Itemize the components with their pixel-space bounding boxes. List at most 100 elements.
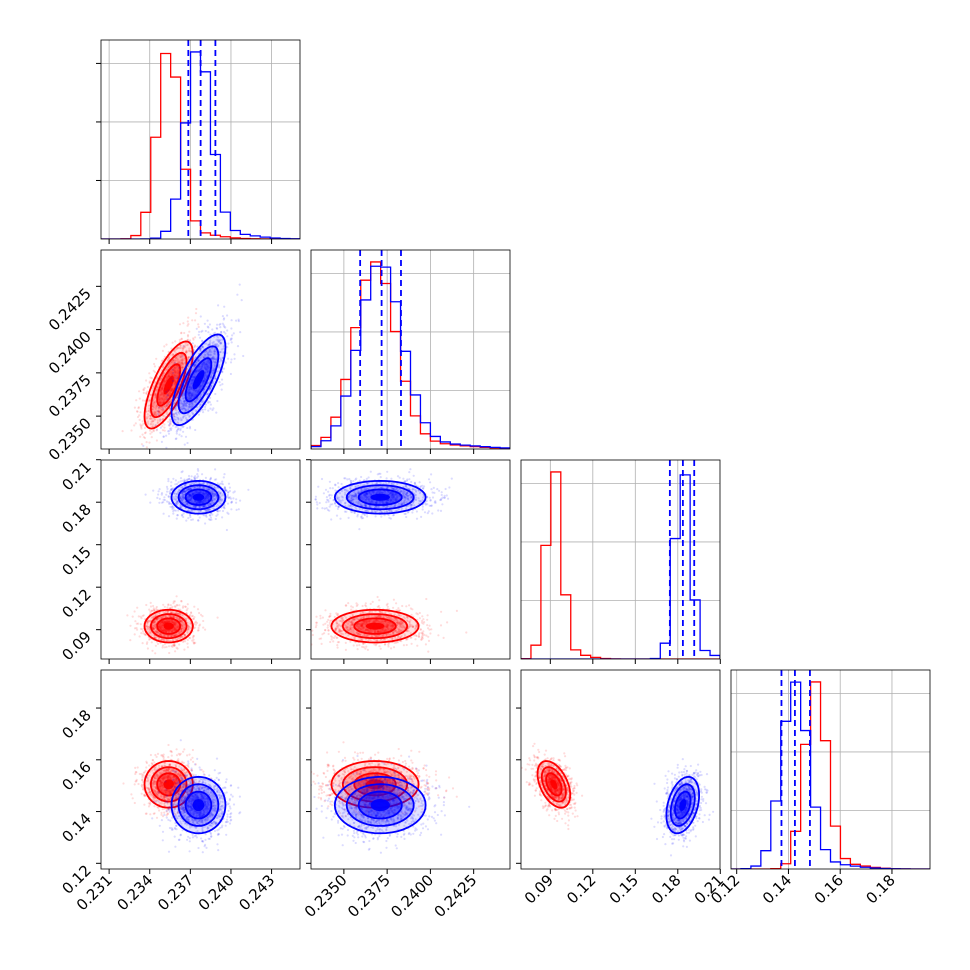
scatter-point [222,318,225,321]
scatter-point [190,405,193,408]
scatter-point [139,623,142,626]
scatter-point [187,323,190,326]
scatter-point [178,338,181,341]
scatter-point [176,369,179,372]
scatter-point [189,613,192,617]
scatter-point [213,352,216,355]
scatter-point [135,399,138,402]
scatter-point [160,638,163,641]
scatter-point [188,330,191,333]
scatter-point [207,400,210,403]
scatter-point [200,385,203,388]
scatter-point [142,388,145,391]
scatter-point [206,370,209,373]
scatter-point [216,399,219,403]
scatter-point [209,353,212,356]
scatter-point [206,371,209,374]
scatter-point [211,369,215,372]
scatter-point [185,402,188,405]
scatter-point [182,345,185,348]
scatter-point [166,393,169,396]
scatter-point [194,364,197,367]
scatter-point [190,380,193,383]
scatter-point [192,367,195,371]
scatter-point [199,395,202,398]
scatter-point [227,342,230,345]
scatter-point [149,414,152,417]
scatter-point [179,636,182,640]
scatter-point [170,644,173,648]
scatter-point [211,328,214,331]
scatter-point [153,365,156,368]
scatter-point [137,407,140,410]
scatter-point [161,386,164,389]
scatter-point [210,357,213,360]
scatter-point [161,626,164,629]
scatter-point [174,375,177,378]
scatter-point [169,401,172,404]
scatter-point [182,374,185,377]
scatter-point [181,479,184,482]
scatter-point [158,400,161,404]
scatter-point [180,359,184,362]
scatter-point [158,400,161,403]
scatter-point [186,638,189,642]
scatter-point [427,650,430,653]
scatter-point [142,391,145,394]
scatter-point [175,432,178,435]
scatter-point [174,375,177,378]
scatter-point [191,369,194,372]
scatter-point [173,629,176,632]
contour-series-0-level-3 [163,375,174,395]
scatter-point [157,493,160,496]
scatter-point [186,478,189,481]
scatter-point [157,410,160,413]
scatter-point [202,411,205,414]
scatter-point [197,390,200,393]
scatter-point [167,515,171,518]
scatter-point [214,361,217,364]
scatter-point [191,382,194,385]
scatter-point [205,363,208,366]
scatter-point [203,380,206,383]
scatter-point [215,342,219,346]
scatter-point [174,483,177,486]
scatter-point [197,359,200,362]
scatter-point [175,517,178,520]
scatter-point [166,490,169,493]
scatter-point [193,394,196,397]
scatter-point [183,402,186,405]
scatter-point [163,396,166,399]
scatter-point [171,373,174,376]
scatter-point [204,385,207,388]
scatter-point [167,365,170,368]
scatter-point [204,367,207,370]
scatter-point [141,433,144,436]
scatter-point [191,378,194,381]
scatter-point [156,377,159,380]
scatter-point [192,389,195,392]
scatter-point [191,351,194,354]
scatter-point [181,426,184,429]
scatter-point [414,638,417,641]
scatter-point [215,343,218,346]
scatter-point [155,414,158,417]
scatter-point [165,403,168,406]
scatter-point [162,621,165,625]
scatter-point [161,386,164,389]
scatter-point [159,397,162,400]
scatter-point [167,375,171,378]
scatter-point [175,595,178,598]
scatter-point [207,401,210,404]
scatter-point [187,391,190,394]
scatter-point [196,608,200,611]
scatter-point [139,411,142,414]
scatter-point [159,393,162,396]
scatter-point [175,347,178,350]
scatter-point [137,406,140,409]
scatter-point [176,377,179,380]
scatter-point [170,361,173,364]
scatter-point [214,377,217,380]
scatter-point [166,358,169,361]
scatter-point [166,393,169,396]
